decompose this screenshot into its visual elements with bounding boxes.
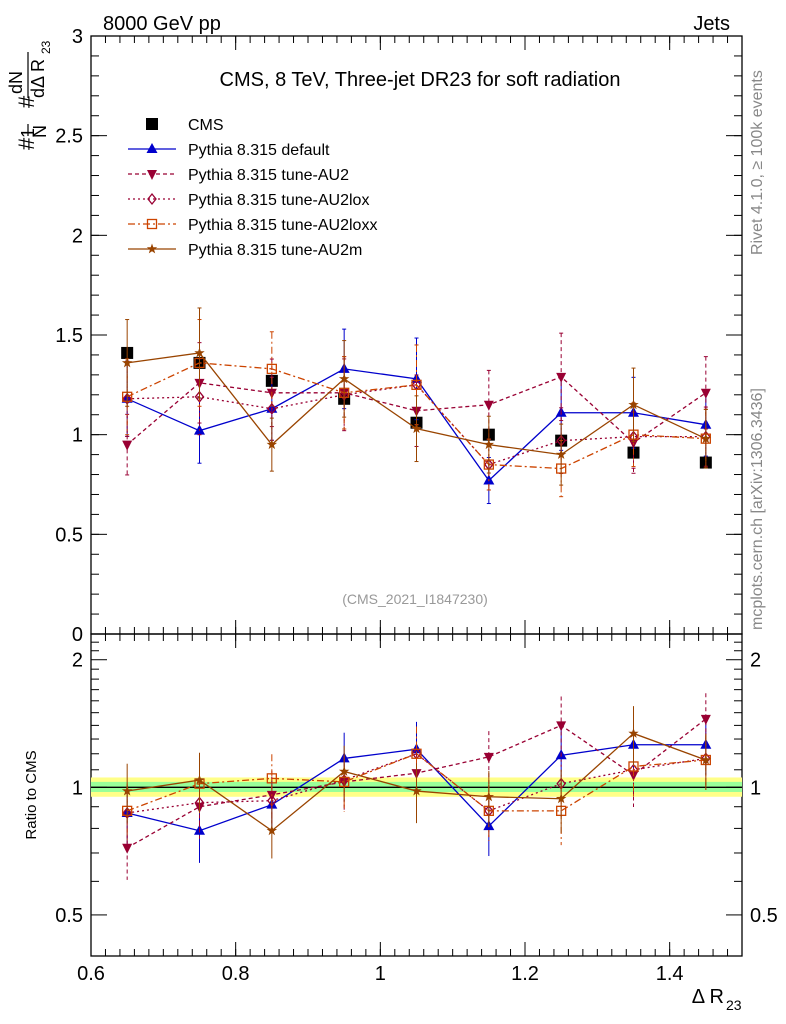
point-au2loxx [266, 363, 277, 375]
header-right: Jets [693, 13, 730, 35]
legend-label-au2loxx: Pythia 8.315 tune-AU2loxx [188, 217, 377, 234]
point-au2 [483, 400, 494, 411]
ratio-point-au2m [266, 825, 278, 836]
svg-text:23: 23 [726, 997, 742, 1013]
x-axis-label: Δ R 23 [692, 986, 742, 1013]
y-axis-label-main: # 1 N # dN dΔ R 23 [6, 40, 53, 150]
x-tick-label: 1 [375, 963, 386, 985]
ratio-point-au2loxx [266, 773, 277, 784]
svg-text:dΔ R: dΔ R [28, 59, 48, 98]
legend-label-au2lox: Pythia 8.315 tune-AU2lox [188, 192, 369, 209]
ratio-point-au2loxx [411, 748, 422, 759]
point-au2loxx [411, 379, 422, 390]
svg-text:#: # [14, 95, 39, 108]
ratio-point-au2m [338, 766, 350, 776]
point-au2lox [194, 390, 205, 403]
svg-text:dN: dN [6, 71, 26, 94]
point-au2m [194, 347, 205, 358]
point-au2 [700, 388, 711, 399]
y-tick-label-ratio-right: 2 [750, 650, 761, 672]
point-au2lox [267, 402, 277, 415]
header-left: 8000 GeV pp [103, 13, 221, 35]
legend-marker-au2m [146, 243, 158, 254]
ratio-point-au2 [483, 752, 494, 763]
point-au2m [121, 357, 133, 368]
legend-marker-au2 [147, 170, 157, 180]
ratio-point-au2m [411, 785, 422, 796]
ratio-point-au2m [555, 793, 567, 804]
y-axis-label-ratio: Ratio to CMS [23, 750, 40, 839]
ratio-line-au2lox [127, 753, 706, 814]
series-line-au2loxx [126, 362, 706, 470]
legend-marker-au2loxx [146, 218, 158, 230]
legend-marker-cms [146, 118, 158, 130]
point-au2m [555, 449, 567, 459]
ratio-point-au2 [700, 714, 711, 725]
ratio-point-au2m [483, 791, 495, 802]
point-au2m [411, 423, 422, 434]
point-au2m [338, 373, 350, 384]
y-tick-label-main: 1.5 [55, 325, 83, 347]
legend-label-au2: Pythia 8.315 tune-AU2 [188, 167, 349, 184]
point-au2m [628, 399, 639, 410]
svg-text:Δ R: Δ R [692, 986, 724, 1008]
y-tick-label-main: 0.5 [55, 524, 83, 546]
y-tick-label-main: 1 [72, 425, 83, 447]
svg-text:N: N [30, 125, 50, 138]
point-au2 [556, 372, 567, 383]
legend-label-cms: CMS [188, 117, 224, 134]
side-label-rivet: Rivet 4.1.0, ≥ 100k events [749, 70, 766, 255]
legend-marker-au2lox [147, 192, 157, 206]
legend-label-au2m: Pythia 8.315 tune-AU2m [188, 242, 362, 259]
y-tick-label-ratio-right: 0.5 [750, 905, 778, 927]
legend-marker-default [146, 143, 158, 153]
ratio-point-au2 [556, 721, 567, 732]
point-au2m [700, 433, 712, 444]
x-tick-label: 1.2 [511, 963, 539, 985]
x-tick-label: 0.8 [222, 963, 250, 985]
y-tick-label-ratio: 2 [72, 650, 83, 672]
x-tick-label: 1.4 [656, 963, 684, 985]
svg-text:#: # [14, 137, 39, 150]
point-au2 [122, 440, 133, 451]
ratio-point-au2m [194, 774, 205, 785]
ratio-point-au2m [628, 727, 639, 738]
y-tick-label-main: 2.5 [55, 126, 83, 148]
ratio-point-au2m [121, 785, 133, 796]
ratio-point-au2 [122, 843, 133, 854]
chart-title: CMS, 8 TeV, Three-jet DR23 for soft radi… [220, 69, 621, 91]
y-tick-label-ratio: 1 [72, 777, 83, 799]
x-tick-label: 0.6 [77, 963, 105, 985]
series-line-au2lox [127, 384, 706, 466]
y-tick-label-ratio-right: 1 [750, 777, 761, 799]
ratio-point-au2m [700, 754, 712, 765]
ratio-line-au2loxx [126, 753, 706, 812]
y-tick-label-main: 0 [72, 624, 83, 646]
point-au2m [266, 439, 278, 450]
legend-label-default: Pythia 8.315 default [188, 142, 330, 159]
y-tick-label-main: 2 [72, 225, 83, 247]
y-tick-label-ratio: 0.5 [55, 905, 83, 927]
watermark: (CMS_2021_I1847230) [342, 591, 488, 607]
point-au2m [483, 439, 495, 450]
y-tick-label-main: 3 [72, 26, 83, 48]
side-label-mcplots: mcplots.cern.ch [arXiv:1306.3436] [749, 388, 766, 630]
svg-text:23: 23 [39, 40, 53, 54]
